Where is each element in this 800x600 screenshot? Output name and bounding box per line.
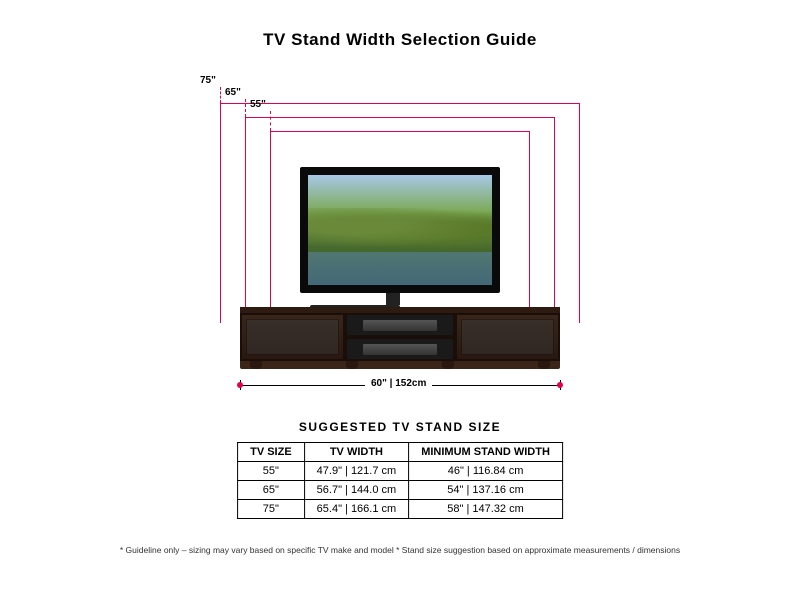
size-table: TV SIZETV WIDTHMINIMUM STAND WIDTH 55"47… xyxy=(237,442,563,519)
table-row: 55"47.9" | 121.7 cm46" | 116.84 cm xyxy=(238,462,563,481)
size-diagram: 75" 65" 55" 60" | 152cm xyxy=(180,75,620,385)
table-cell: 54" | 137.16 cm xyxy=(409,481,563,500)
tv-stand-illustration xyxy=(240,307,560,369)
width-dim-dot-left xyxy=(237,382,243,388)
foot xyxy=(250,361,262,369)
stand-mid xyxy=(345,313,456,361)
device-2 xyxy=(363,344,438,355)
label-75: 75" xyxy=(200,75,216,86)
tv-illustration xyxy=(300,167,500,293)
table-header: MINIMUM STAND WIDTH xyxy=(409,443,563,462)
table-cell: 56.7" | 144.0 cm xyxy=(304,481,409,500)
table-cell: 46" | 116.84 cm xyxy=(409,462,563,481)
table-cell: 47.9" | 121.7 cm xyxy=(304,462,409,481)
dash-65 xyxy=(245,99,246,117)
label-65: 65" xyxy=(225,87,241,98)
subtitle: SUGGESTED TV STAND SIZE xyxy=(0,420,800,434)
stand-shelf-upper xyxy=(345,313,456,337)
table-row: 65"56.7" | 144.0 cm54" | 137.16 cm xyxy=(238,481,563,500)
table-cell: 65" xyxy=(238,481,305,500)
stand-shelf-lower xyxy=(345,337,456,361)
tv-screen xyxy=(308,175,492,285)
table-header: TV WIDTH xyxy=(304,443,409,462)
table-row: 75"65.4" | 166.1 cm58" | 147.32 cm xyxy=(238,500,563,519)
foot xyxy=(442,361,454,369)
width-dim-label: 60" | 152cm xyxy=(365,378,432,389)
dash-75 xyxy=(220,87,221,103)
stand-door-right xyxy=(455,313,560,361)
foot xyxy=(538,361,550,369)
stand-feet xyxy=(250,361,550,369)
footnote: * Guideline only – sizing may vary based… xyxy=(0,545,800,555)
table-cell: 58" | 147.32 cm xyxy=(409,500,563,519)
device-1 xyxy=(363,320,438,331)
width-dim-dot-right xyxy=(557,382,563,388)
foot xyxy=(346,361,358,369)
stand-body xyxy=(240,313,560,361)
dash-55 xyxy=(270,111,271,131)
table-header: TV SIZE xyxy=(238,443,305,462)
label-55: 55" xyxy=(250,99,266,110)
table-cell: 65.4" | 166.1 cm xyxy=(304,500,409,519)
stand-door-left xyxy=(240,313,345,361)
page-title: TV Stand Width Selection Guide xyxy=(0,30,800,50)
table-cell: 75" xyxy=(238,500,305,519)
table-cell: 55" xyxy=(238,462,305,481)
tv-neck xyxy=(386,293,400,305)
